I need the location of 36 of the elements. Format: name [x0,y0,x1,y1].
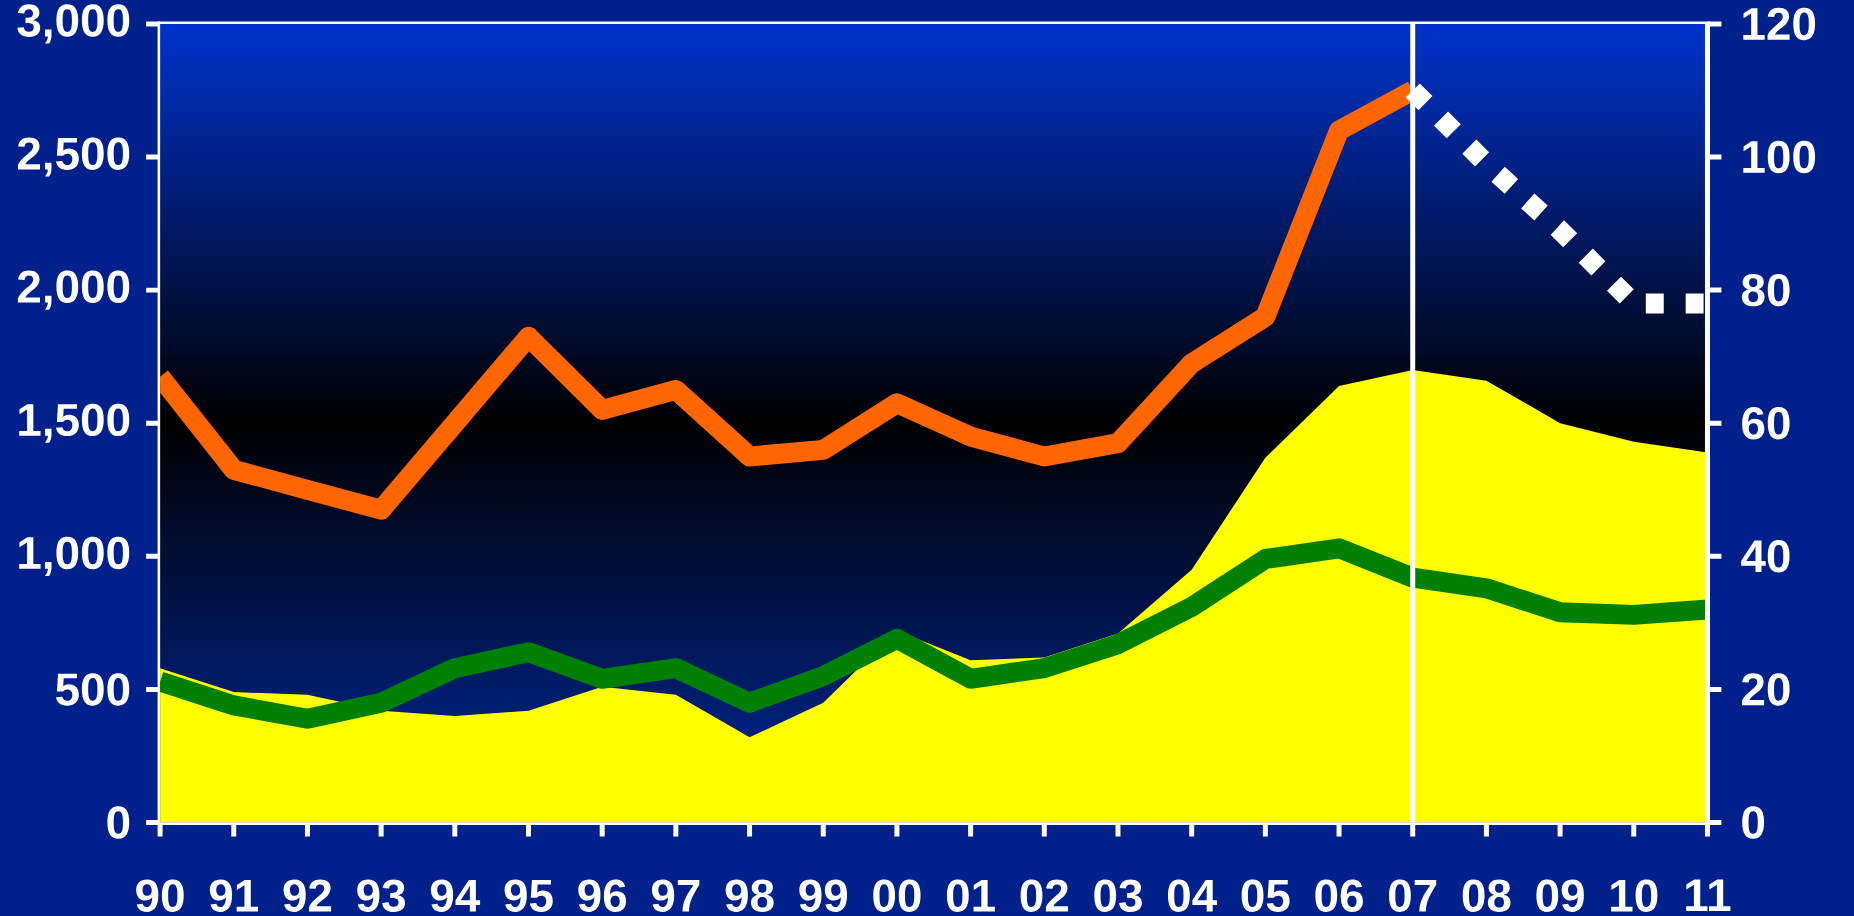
x-tick-label: 01 [946,879,995,912]
x-tick-label: 93 [357,879,405,912]
y-tick-label: 500 [55,673,130,706]
x-tick-label: 05 [1241,879,1290,912]
y-tick-label: 2,500 [17,137,130,177]
x-tick-label: 96 [578,879,627,912]
y2-tick-label: 120 [1743,7,1816,41]
x-tick-label: 99 [799,879,848,912]
x-tick-label: 92 [283,879,332,912]
y2-tick-label: 0 [1742,806,1765,839]
x-tick-label: 94 [430,879,481,912]
x-tick-label: 09 [1536,879,1584,912]
x-tick-label: 90 [136,879,184,912]
x-tick-label: 95 [504,879,553,912]
y2-tick-label: 40 [1741,539,1790,573]
x-tick-label: 10 [1611,879,1658,912]
y2-tick-label: 20 [1742,673,1790,706]
y2-tick-label: 60 [1742,406,1790,440]
x-tick-label: 97 [651,879,700,912]
x-tick-label: 04 [1167,879,1217,912]
x-tick-label: 02 [1020,879,1068,912]
y2-tick-label: 100 [1743,140,1816,174]
x-tick-label: 03 [1094,879,1142,912]
x-tick-label: 07 [1389,879,1437,912]
x-tick-label: 91 [209,879,258,912]
y-tick-label: 1,000 [19,536,130,576]
x-tick-label: 98 [725,879,774,912]
x-tick-label: 06 [1315,879,1363,912]
x-tick-label: 08 [1462,879,1511,912]
x-tick-label: 11 [1686,879,1731,911]
x-tick-label: 00 [873,879,921,912]
y-tick-label: 2,000 [17,270,130,310]
y2-tick-label: 80 [1741,273,1790,307]
y-tick-label: 1,500 [19,403,130,443]
y-tick-label: 3,000 [17,4,130,44]
y-tick-label: 0 [107,806,130,839]
